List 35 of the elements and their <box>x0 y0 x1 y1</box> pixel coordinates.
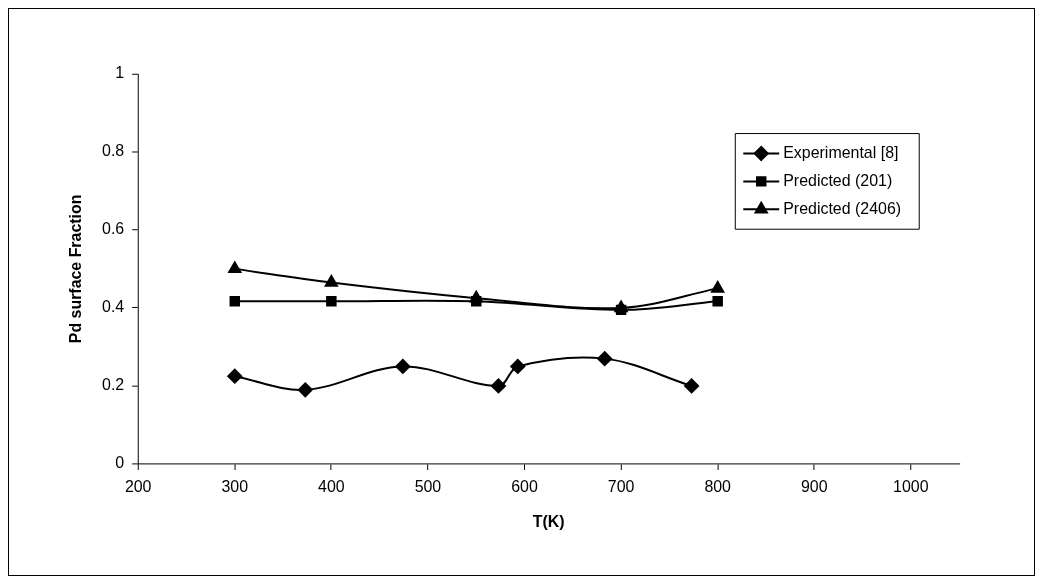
y-tick-label: 0.8 <box>102 142 125 160</box>
point <box>227 368 243 384</box>
x-tick-label: 500 <box>414 477 442 495</box>
x-tick-label: 1000 <box>893 477 929 495</box>
x-tick-label: 600 <box>511 477 538 495</box>
point <box>615 304 627 316</box>
point <box>712 296 723 307</box>
x-tick-label: 900 <box>800 477 828 495</box>
y-tick-label: 1 <box>115 64 125 82</box>
point <box>471 296 482 307</box>
y-axis-title: Pd surface Fraction <box>66 194 84 344</box>
point <box>324 275 338 287</box>
y-tick-label: 0.4 <box>102 298 125 316</box>
legend-label: Predicted (2406) <box>783 199 902 217</box>
point <box>326 296 337 307</box>
point <box>395 358 411 374</box>
point <box>711 280 725 293</box>
point <box>297 382 313 398</box>
y-tick-label: 0.6 <box>102 220 125 238</box>
point <box>228 261 242 274</box>
legend-label: Experimental [8] <box>783 143 899 161</box>
x-axis-title: T(K) <box>532 512 565 530</box>
point <box>684 378 700 394</box>
legend-label: Predicted (201) <box>783 171 893 189</box>
x-tick-label: 300 <box>221 477 249 495</box>
x-tick-label: 700 <box>607 477 635 495</box>
y-tick-label: 0 <box>115 454 125 472</box>
x-tick-label: 200 <box>124 477 152 495</box>
point <box>490 378 506 394</box>
point <box>597 351 613 367</box>
point <box>229 296 241 307</box>
y-tick-label: 0.2 <box>102 376 125 394</box>
x-tick-label: 400 <box>318 477 345 495</box>
x-tick-label: 800 <box>704 477 732 495</box>
point <box>510 358 526 374</box>
